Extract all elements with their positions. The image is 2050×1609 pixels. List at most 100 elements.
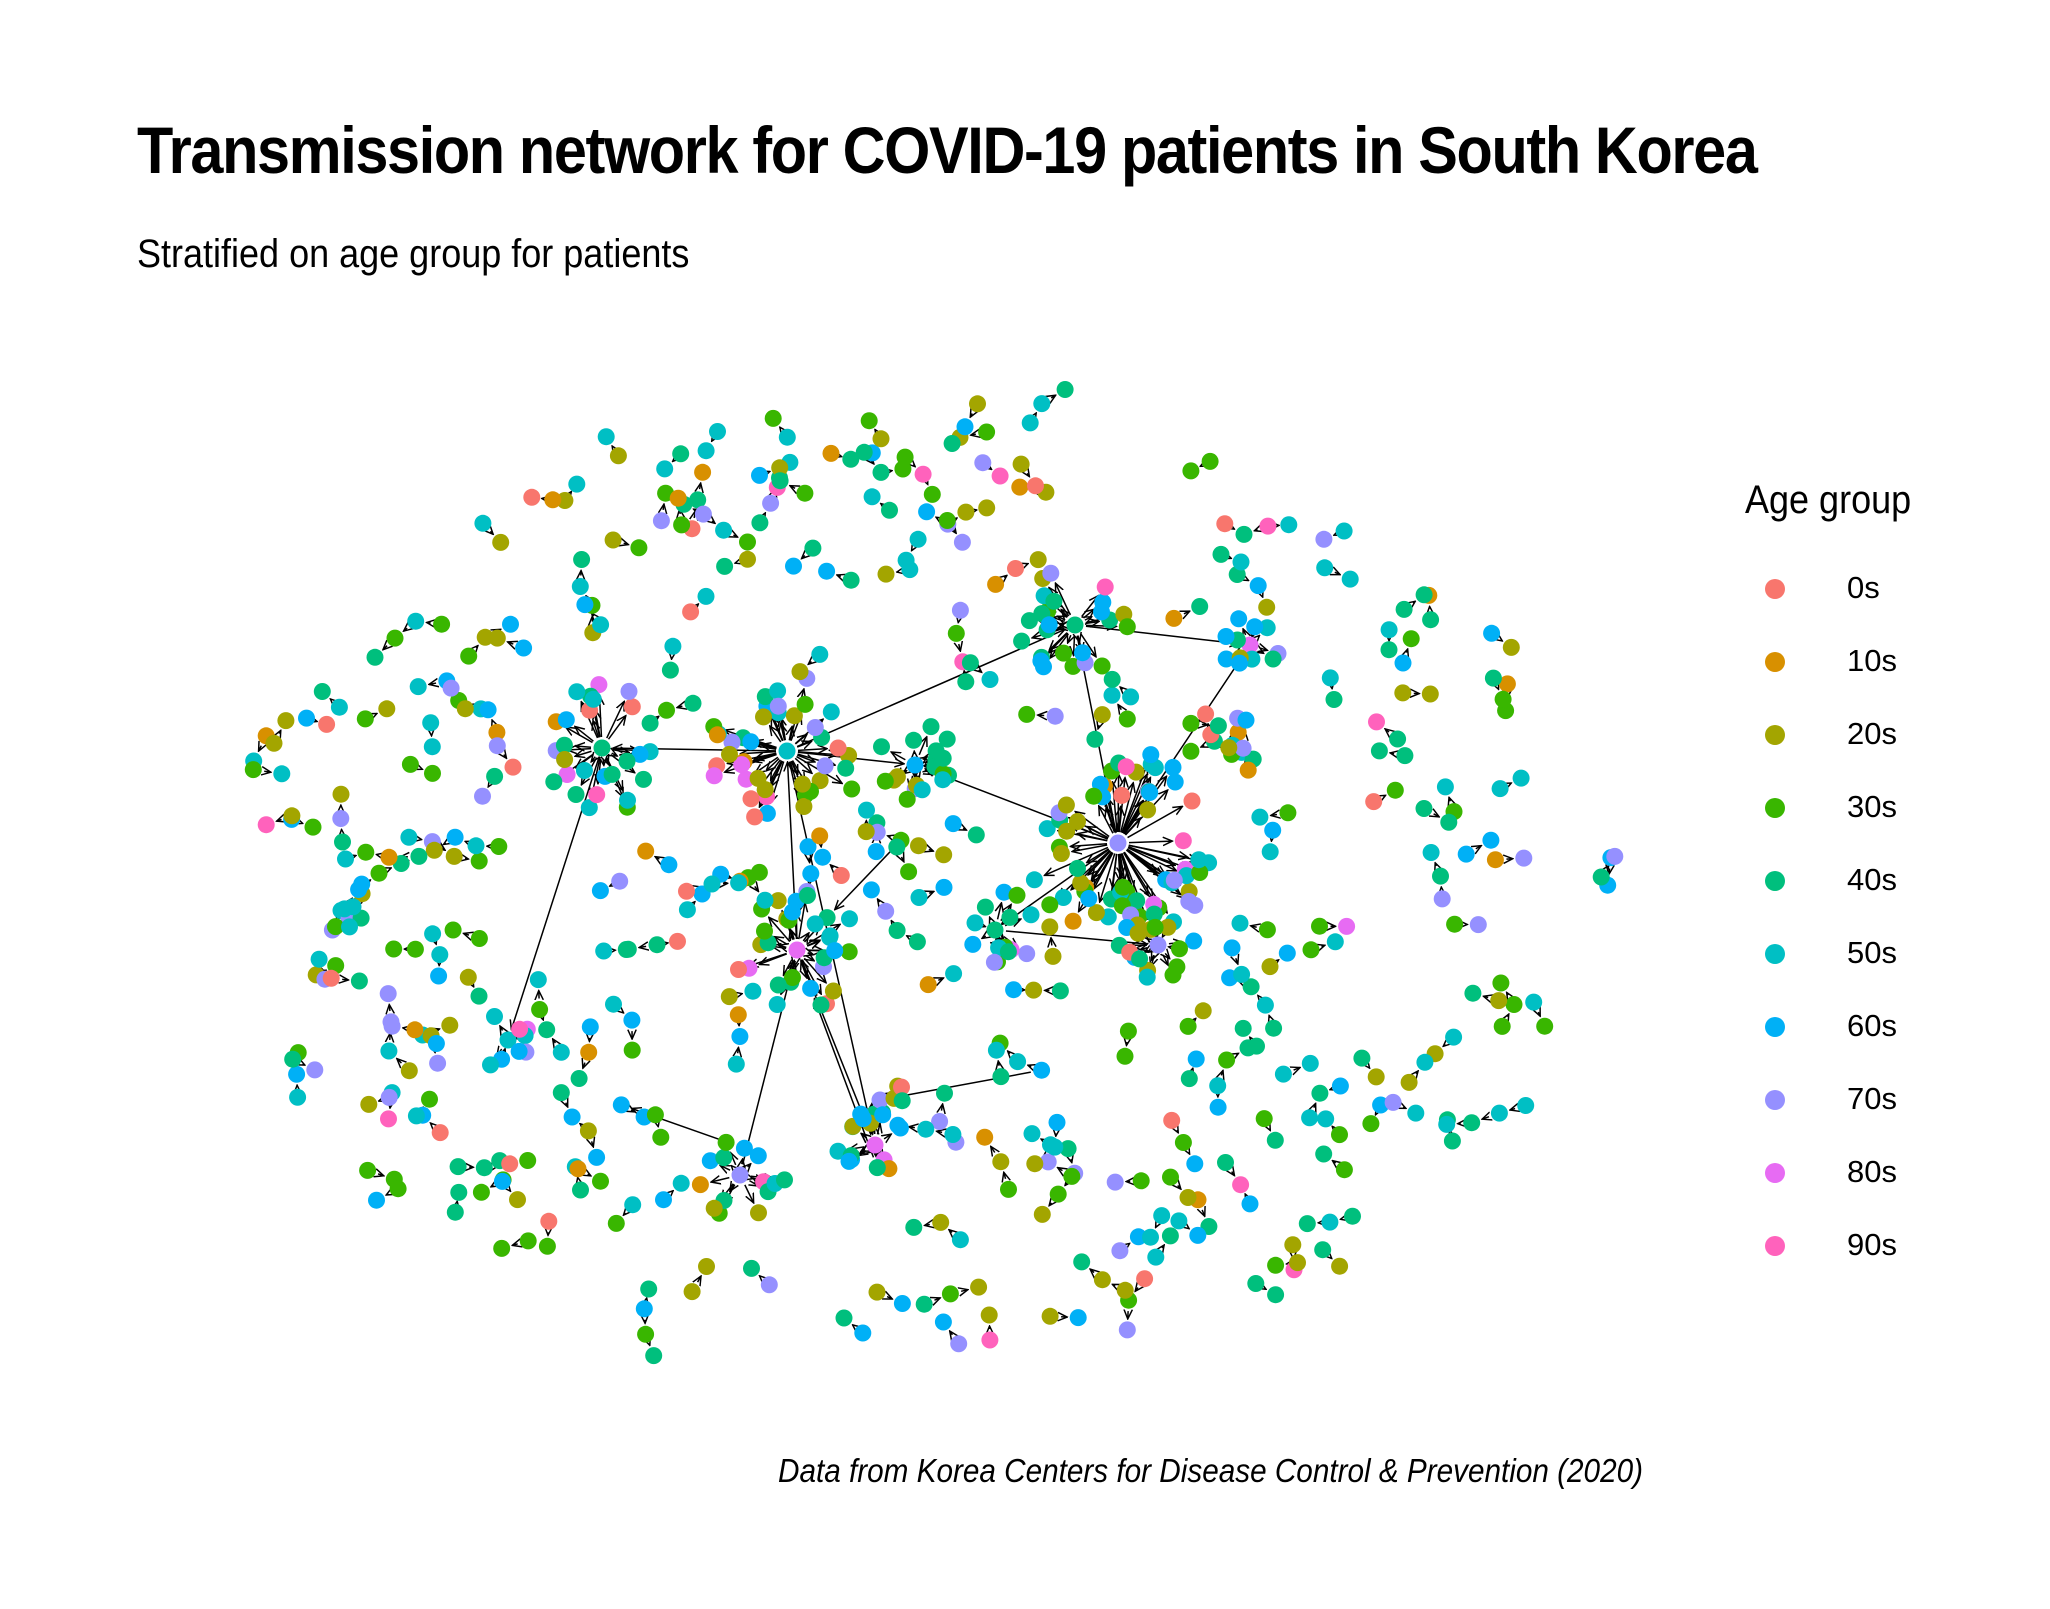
transmission-edge-567 — [1188, 1228, 1189, 1229]
transmission-edge-537 — [936, 517, 938, 518]
patient-node-554 — [359, 1161, 377, 1179]
patient-node-533 — [716, 557, 734, 575]
patient-node-595 — [697, 442, 715, 460]
transmission-edge-490 — [330, 699, 331, 700]
patient-node-495 — [739, 533, 756, 551]
transmission-edge-569 — [1269, 1128, 1270, 1130]
legend: Age group 0s 10s 20s 30s 40s 50s 60s 70s… — [1745, 478, 1930, 1262]
patient-node-47 — [1141, 784, 1159, 801]
transmission-edge-514 — [1335, 572, 1340, 574]
patient-node-732 — [353, 875, 371, 893]
patient-node-360 — [422, 714, 440, 732]
transmission-edge-407 — [712, 521, 715, 523]
patient-node-791 — [1267, 1256, 1285, 1274]
transmission-edge-260 — [742, 1159, 743, 1164]
patient-node-581 — [783, 903, 801, 921]
patient-node-88 — [749, 769, 767, 787]
legend-item-40s: 40s — [1765, 862, 1965, 902]
patient-node-324 — [1046, 707, 1064, 725]
patient-node-826 — [974, 454, 992, 472]
patient-node-331 — [863, 488, 881, 506]
patient-node-214 — [1001, 908, 1019, 926]
patient-node-733 — [344, 898, 362, 916]
patient-node-387 — [1331, 1077, 1349, 1095]
patient-node-373 — [334, 833, 351, 851]
patient-node-91 — [742, 733, 760, 751]
transmission-edge-149 — [1085, 617, 1092, 620]
patient-node-627 — [641, 714, 659, 732]
patient-node-118 — [545, 773, 563, 791]
patient-node-305 — [1111, 1242, 1129, 1260]
patient-node-155 — [1074, 644, 1091, 662]
legend-dot-0s — [1765, 579, 1785, 599]
patient-node-679 — [1118, 710, 1136, 728]
patient-node-365 — [472, 1183, 490, 1201]
patient-node-130 — [618, 752, 636, 770]
transmission-edge-47 — [1120, 853, 1133, 890]
patient-node-53 — [1142, 746, 1160, 764]
legend-dot-40s — [1765, 871, 1785, 891]
patient-node-416 — [1209, 1098, 1227, 1116]
patient-node-19 — [1025, 871, 1043, 889]
patient-node-368 — [1258, 598, 1276, 616]
patient-node-193 — [922, 718, 940, 736]
patient-node-753 — [956, 418, 974, 436]
transmission-edge-159 — [806, 956, 814, 961]
transmission-edge-526 — [929, 849, 934, 851]
patient-node-502 — [1446, 915, 1464, 933]
patient-node-351 — [1386, 781, 1404, 799]
patient-node-239 — [1246, 618, 1264, 636]
transmission-edge-366 — [1236, 1053, 1238, 1054]
patient-node-500 — [652, 512, 670, 530]
patient-node-281 — [486, 1008, 503, 1025]
patient-node-311 — [474, 787, 491, 805]
patient-node-285 — [871, 1091, 889, 1109]
patient-node-668 — [1165, 609, 1183, 627]
patient-node-319 — [992, 1153, 1010, 1171]
patient-node-393 — [932, 1213, 950, 1231]
patient-node-560 — [1331, 1257, 1349, 1275]
transmission-edge-436 — [912, 549, 913, 551]
transmission-edge-390 — [342, 979, 348, 980]
transmission-edge-351 — [925, 1224, 930, 1225]
transmission-edge-374 — [934, 1298, 940, 1300]
legend-label-20s: 20s — [1847, 716, 1897, 751]
transmission-edge-579 — [738, 1047, 739, 1053]
patient-node-626 — [658, 701, 675, 719]
patient-node-180 — [824, 982, 842, 1000]
patient-node-592 — [1012, 455, 1030, 473]
transmission-edge-359 — [1332, 1161, 1335, 1163]
patient-node-639 — [313, 683, 331, 700]
patient-node-143 — [1035, 658, 1052, 676]
patient-node-202 — [876, 772, 894, 790]
patient-node-749 — [605, 995, 622, 1013]
patient-node-672 — [382, 1013, 400, 1031]
patient-node-809 — [442, 679, 460, 697]
patient-node-503 — [1469, 916, 1487, 934]
legend-item-80s: 80s — [1765, 1154, 1965, 1194]
patient-node-669 — [1191, 598, 1209, 615]
patient-node-667 — [678, 901, 696, 919]
transmission-edge-454 — [809, 858, 810, 863]
patient-node-683 — [1235, 525, 1253, 543]
patient-node-32 — [1064, 912, 1082, 930]
patient-node-463 — [350, 972, 368, 990]
transmission-edge-568 — [386, 1194, 388, 1195]
transmission-edge-363 — [655, 857, 659, 859]
patient-node-614 — [479, 701, 497, 719]
patient-node-534 — [552, 1084, 570, 1102]
patient-node-720 — [459, 968, 477, 986]
patient-node-801 — [987, 1041, 1005, 1059]
patient-node-10 — [1054, 889, 1072, 906]
transmission-edge-125 — [591, 757, 595, 762]
transmission-edge-513 — [1507, 992, 1509, 995]
transmission-edge-423 — [430, 1123, 432, 1125]
legend-item-20s: 20s — [1765, 716, 1965, 756]
patient-node-580 — [799, 887, 816, 904]
transmission-edge-352 — [303, 1064, 305, 1065]
patient-node-52 — [1186, 896, 1204, 914]
patient-node-646 — [407, 612, 425, 630]
patient-node-535 — [563, 1108, 581, 1126]
transmission-edge-485 — [624, 543, 629, 544]
patient-node-772 — [1438, 1115, 1456, 1133]
